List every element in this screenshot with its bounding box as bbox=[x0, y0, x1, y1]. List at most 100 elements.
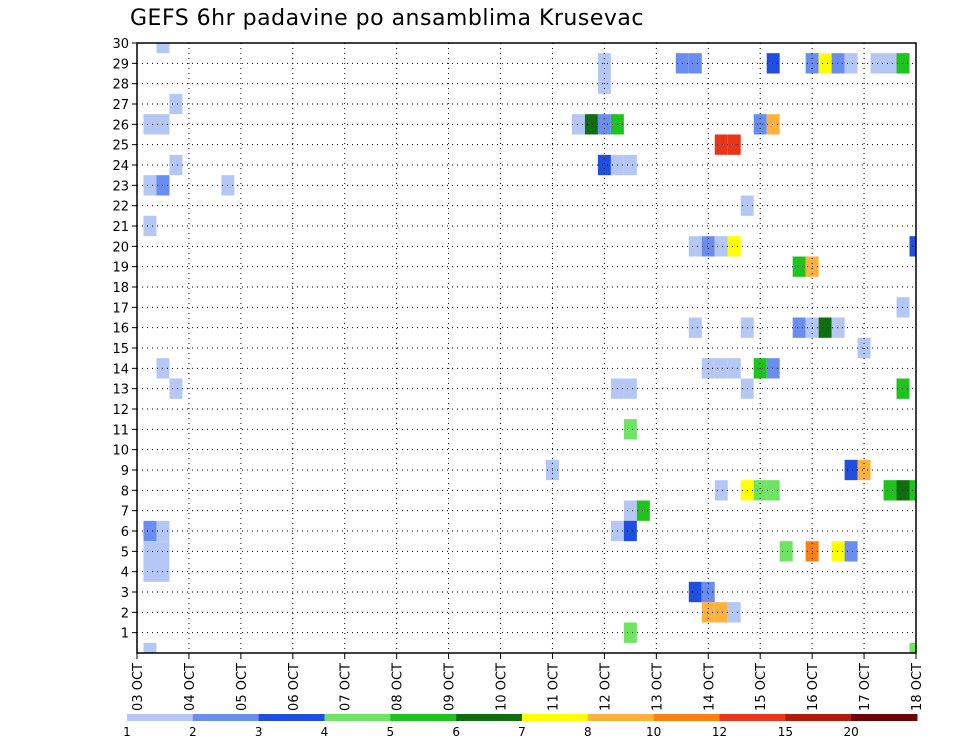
x-tick-label: 12 OCT bbox=[598, 663, 613, 711]
colorbar-swatch bbox=[719, 714, 786, 721]
y-tick-label: 28 bbox=[112, 78, 129, 93]
heatmap-cell bbox=[688, 53, 702, 74]
colorbar-label: 2 bbox=[189, 725, 197, 739]
heatmap-cell bbox=[792, 317, 806, 338]
heatmap-cell bbox=[623, 500, 637, 521]
heatmap-cell bbox=[701, 602, 715, 623]
heatmap-cell bbox=[766, 358, 780, 379]
x-tick-label: 07 OCT bbox=[339, 663, 354, 711]
heatmap-cell bbox=[857, 459, 871, 481]
y-tick-label: 17 bbox=[112, 301, 129, 316]
heatmap-cell bbox=[571, 114, 585, 135]
heatmap-cell bbox=[143, 520, 157, 542]
y-tick-label: 21 bbox=[112, 220, 129, 235]
y-tick-label: 11 bbox=[112, 423, 129, 438]
x-tick-label: 14 OCT bbox=[702, 663, 717, 711]
heatmap-cell bbox=[896, 378, 910, 399]
heatmap-cell bbox=[766, 480, 780, 501]
heatmap-cell bbox=[143, 642, 157, 653]
plot-border bbox=[136, 42, 917, 654]
y-tick-label: 18 bbox=[112, 281, 129, 296]
colorbar: 1 2 3 4 5 6 7 8 10 12 15 20 bbox=[123, 714, 918, 739]
grid-layer bbox=[137, 42, 916, 653]
heatmap-cell bbox=[688, 236, 702, 257]
heatmap-cell bbox=[753, 480, 767, 501]
heatmap-cell bbox=[779, 541, 793, 562]
chart-title: GEFS 6hr padavine po ansamblima Krusevac bbox=[130, 6, 644, 31]
x-tick-label: 15 OCT bbox=[754, 663, 769, 711]
heatmap-cell bbox=[623, 154, 637, 176]
y-tick-label: 2 bbox=[121, 606, 129, 621]
colorbar-swatch bbox=[456, 714, 523, 721]
y-tick-label: 3 bbox=[121, 586, 129, 601]
heatmap-cell bbox=[688, 581, 702, 603]
colorbar-label: 3 bbox=[255, 725, 263, 739]
y-tick-label: 23 bbox=[112, 179, 129, 194]
heatmap-cell bbox=[883, 480, 897, 501]
heatmap-cell bbox=[831, 541, 845, 562]
y-tick-label: 14 bbox=[112, 362, 129, 377]
y-tick-label: 16 bbox=[112, 322, 129, 337]
y-tick-label: 7 bbox=[121, 505, 129, 520]
colorbar-label: 12 bbox=[712, 725, 727, 739]
y-tick-label: 15 bbox=[112, 342, 129, 357]
colorbar-label: 7 bbox=[518, 725, 526, 739]
colorbar-label: 10 bbox=[646, 725, 661, 739]
x-tick-label: 03 OCT bbox=[131, 663, 146, 711]
colorbar-swatch bbox=[653, 714, 720, 721]
heatmap-cell bbox=[818, 317, 832, 338]
x-tick-label: 17 OCT bbox=[858, 663, 873, 711]
colorbar-swatch bbox=[390, 714, 457, 721]
x-tick-label: 18 OCT bbox=[910, 663, 925, 711]
colorbar-label: 15 bbox=[778, 725, 793, 739]
x-tick-label: 04 OCT bbox=[183, 663, 198, 711]
y-tick-label: 20 bbox=[112, 240, 129, 255]
colorbar-swatch bbox=[127, 714, 194, 721]
y-tick-label: 12 bbox=[112, 403, 129, 418]
x-tick-label: 05 OCT bbox=[235, 663, 250, 711]
heatmap-cell bbox=[714, 134, 728, 155]
heatmap-cell bbox=[714, 480, 728, 501]
heatmap-cell bbox=[597, 114, 611, 135]
colorbar-swatch bbox=[785, 714, 852, 721]
heatmap-cell bbox=[636, 500, 650, 521]
y-tick-label: 10 bbox=[112, 444, 129, 459]
x-tick-label: 10 OCT bbox=[495, 663, 510, 711]
heatmap-cell bbox=[143, 215, 157, 237]
heatmap-cell bbox=[766, 53, 780, 74]
heatmap-cell bbox=[688, 317, 702, 338]
heatmap-cell bbox=[143, 541, 157, 562]
colorbar-swatch bbox=[258, 714, 325, 721]
heatmap-cell bbox=[584, 114, 598, 135]
heatmap-cell bbox=[701, 236, 715, 257]
heatmap-cell bbox=[727, 236, 741, 257]
colorbar-swatch bbox=[851, 714, 918, 721]
heatmap-cell bbox=[896, 297, 910, 318]
heatmap-cell bbox=[831, 317, 845, 338]
y-tick-label: 27 bbox=[112, 98, 129, 113]
heatmap-cell bbox=[896, 480, 910, 501]
colorbar-label: 8 bbox=[584, 725, 592, 739]
heatmap-cell bbox=[831, 53, 845, 74]
x-tick-label: 09 OCT bbox=[443, 663, 458, 711]
colorbar-label: 20 bbox=[844, 725, 859, 739]
x-tick-label: 06 OCT bbox=[287, 663, 302, 711]
heatmap-cell bbox=[753, 114, 767, 135]
y-tick-label: 29 bbox=[112, 57, 129, 72]
heatmap-cell bbox=[896, 53, 910, 74]
heatmap-cell bbox=[844, 541, 858, 562]
heatmap-cell bbox=[701, 581, 715, 603]
y-tick-label: 19 bbox=[112, 261, 129, 276]
heatmap-cell bbox=[766, 114, 780, 135]
x-tick-label: 08 OCT bbox=[391, 663, 406, 711]
y-tick-label: 9 bbox=[121, 464, 129, 479]
y-axis-ticks: 1234567891011121314151617181920212223242… bbox=[112, 37, 137, 642]
heatmap-cell bbox=[883, 53, 897, 74]
colorbar-swatch bbox=[587, 714, 655, 721]
heatmap-cell bbox=[143, 561, 157, 582]
y-tick-label: 5 bbox=[121, 545, 129, 560]
heatmap-cell bbox=[844, 53, 858, 74]
heatmap-cell bbox=[597, 154, 611, 176]
heatmap-cell bbox=[909, 642, 916, 653]
